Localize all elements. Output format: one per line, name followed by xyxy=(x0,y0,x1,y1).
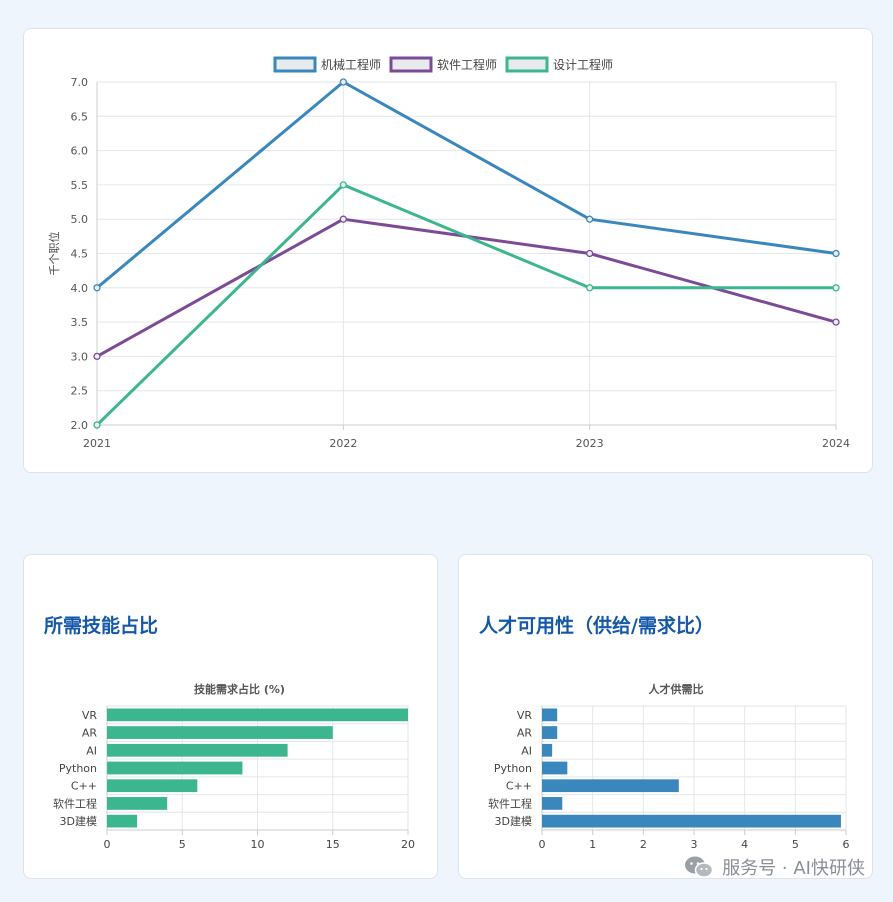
x-tick-label: 2023 xyxy=(576,437,604,450)
x-tick-label: 2022 xyxy=(329,437,357,450)
x-tick-label: 6 xyxy=(843,838,850,851)
series-1-point xyxy=(832,318,840,326)
y-tick-label: 4.5 xyxy=(71,248,89,261)
skills-bar-chart: 技能需求占比 (%) 0 5 10 15 20 VR AR AI Python C++ 软件工程 3D建… xyxy=(53,682,415,851)
x-tick-label: 2021 xyxy=(83,437,111,450)
bar-4 xyxy=(542,779,679,793)
x-tick-label: 1 xyxy=(589,838,596,851)
bar-6 xyxy=(107,814,138,828)
x-tick-label: 10 xyxy=(251,838,265,851)
bar-4 xyxy=(107,779,198,793)
series-2-point xyxy=(339,181,347,189)
legend-label: 设计工程师 xyxy=(553,57,613,72)
category-label: AI xyxy=(86,744,97,757)
category-label: AR xyxy=(82,727,98,740)
series-2-point xyxy=(832,284,840,292)
y-tick-label: 3.0 xyxy=(71,350,89,363)
y-tick-label: 2.0 xyxy=(71,419,89,432)
series-0-point xyxy=(93,284,101,292)
series-1-point xyxy=(93,352,101,361)
series-1-point xyxy=(586,249,594,258)
category-label: VR xyxy=(517,709,533,722)
series-2-point xyxy=(586,284,594,292)
y-tick-label: 5.0 xyxy=(71,213,89,226)
y-tick-label: 6.0 xyxy=(71,145,89,158)
x-tick-label: 5 xyxy=(179,838,186,851)
series-line-2 xyxy=(95,183,836,427)
legend-label: 机械工程师 xyxy=(321,57,381,72)
category-label: 3D建模 xyxy=(495,814,532,828)
bar-6 xyxy=(542,814,841,828)
bar-0 xyxy=(542,708,558,722)
bar-2 xyxy=(107,743,288,757)
x-tick-label: 2024 xyxy=(822,437,850,450)
category-label: C++ xyxy=(71,780,97,793)
bar-3 xyxy=(542,761,568,775)
category-label: C++ xyxy=(506,780,532,793)
line-grid xyxy=(96,81,837,430)
series-2-point xyxy=(93,421,101,429)
watermark: 服务号 · AI快研侠 xyxy=(684,854,865,880)
category-label: Python xyxy=(494,762,532,775)
bar-3 xyxy=(107,761,243,775)
skills-card-heading: 所需技能占比 xyxy=(44,615,159,637)
y-tick-label: 7.0 xyxy=(71,76,89,89)
y-axis-label: 千个职位 xyxy=(47,232,61,276)
bar-2 xyxy=(542,743,553,757)
line-legend: 机械工程师 软件工程师 设计工程师 xyxy=(273,56,613,73)
bar-1 xyxy=(107,726,333,739)
line-chart: 2.0 2.5 3.0 3.5 4.0 4.5 5.0 5.5 6.0 6.5 7.0 2021 202… xyxy=(47,56,850,450)
category-label: AR xyxy=(517,727,533,740)
series-1-point xyxy=(339,215,347,223)
y-tick-label: 5.5 xyxy=(71,179,89,192)
series-line-0 xyxy=(96,80,837,289)
legend-label: 软件工程师 xyxy=(437,57,497,72)
x-tick-label: 3 xyxy=(691,838,698,851)
category-label: AI xyxy=(521,744,532,757)
category-label: 软件工程 xyxy=(488,796,532,810)
talent-chart-card: 人才可用性（供给/需求比） 人才供需比 0 1 2 3 4 5 6 VR AR AI Python C+… xyxy=(458,554,873,879)
x-tick-label: 0 xyxy=(539,838,546,851)
y-tick-label: 2.5 xyxy=(71,385,89,398)
skills-chart-card: 所需技能占比 技能需求占比 (%) 0 5 10 15 20 VR AR AI Python C++… xyxy=(23,554,438,879)
bar-1 xyxy=(542,726,558,739)
y-tick-label: 6.5 xyxy=(71,110,89,123)
x-tick-label: 5 xyxy=(792,838,799,851)
x-tick-label: 2 xyxy=(640,838,647,851)
x-tick-label: 4 xyxy=(741,838,748,851)
watermark-text: 服务号 · AI快研侠 xyxy=(722,858,865,879)
talent-card-heading: 人才可用性（供给/需求比） xyxy=(479,615,714,637)
legend-swatch xyxy=(505,56,549,73)
category-label: VR xyxy=(82,709,98,722)
bar-5 xyxy=(107,797,168,810)
x-tick-label: 20 xyxy=(401,838,415,851)
x-tick-label: 0 xyxy=(104,838,111,851)
legend-swatch xyxy=(389,56,433,73)
bar-chart-title: 人才供需比 xyxy=(649,682,704,696)
bar-chart-title: 技能需求占比 (%) xyxy=(194,682,285,696)
y-tick-label: 4.0 xyxy=(71,282,89,295)
category-label: Python xyxy=(59,762,97,775)
line-chart-card: 2.0 2.5 3.0 3.5 4.0 4.5 5.0 5.5 6.0 6.5 7.0 2021 202… xyxy=(23,28,873,473)
y-tick-label: 3.5 xyxy=(71,316,89,329)
category-label: 3D建模 xyxy=(60,814,97,828)
legend-swatch xyxy=(273,56,317,73)
talent-bar-chart: 人才供需比 0 1 2 3 4 5 6 VR AR AI Python C++ 软件工程 3D建模 xyxy=(488,682,850,851)
x-tick-label: 15 xyxy=(326,838,340,851)
series-0-point xyxy=(339,78,347,86)
category-label: 软件工程 xyxy=(53,796,97,810)
wechat-icon xyxy=(684,855,714,879)
bar-5 xyxy=(542,797,563,810)
series-0-point xyxy=(586,215,594,223)
bar-0 xyxy=(107,708,408,722)
series-0-point xyxy=(832,249,840,258)
